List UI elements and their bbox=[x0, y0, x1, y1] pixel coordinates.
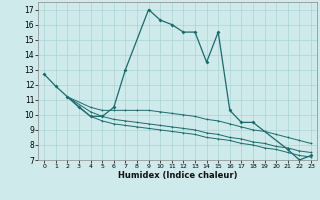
X-axis label: Humidex (Indice chaleur): Humidex (Indice chaleur) bbox=[118, 171, 237, 180]
